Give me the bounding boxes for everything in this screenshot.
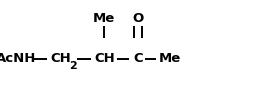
Text: Me: Me — [158, 52, 180, 65]
Text: O: O — [133, 12, 144, 25]
Text: 2: 2 — [69, 61, 76, 71]
Text: Me: Me — [93, 12, 115, 25]
Text: AcNH: AcNH — [0, 52, 36, 65]
Text: CH: CH — [94, 52, 115, 65]
Text: CH: CH — [51, 52, 71, 65]
Text: C: C — [133, 52, 143, 65]
